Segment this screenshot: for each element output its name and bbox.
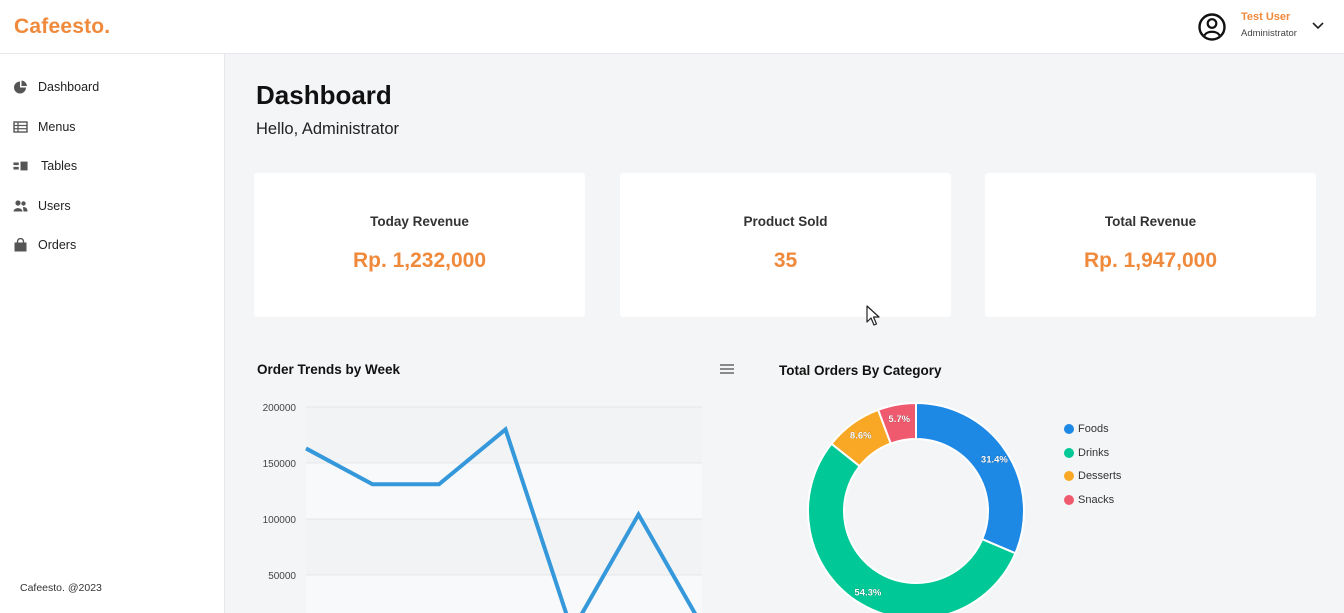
stat-card-total-revenue: Total Revenue Rp. 1,947,000	[985, 173, 1316, 317]
legend-label: Snacks	[1078, 493, 1115, 506]
user-role: Administrator	[1241, 28, 1297, 39]
orders-by-category-chart: 31.4% 54.3% 8.6% 5.7%	[807, 401, 1025, 613]
sidebar-item-label: Orders	[38, 238, 77, 252]
legend-label: Desserts	[1078, 470, 1122, 482]
stat-value: Rp. 1,947,000	[1083, 249, 1218, 272]
line-chart-title: Order Trends by Week	[257, 362, 401, 377]
stat-card-today-revenue: Today Revenue Rp. 1,232,000	[254, 173, 585, 317]
legend-marker	[1064, 494, 1074, 505]
stat-label: Today Revenue	[370, 214, 469, 229]
stat-value: 35	[773, 249, 798, 272]
page-title: Dashboard	[256, 80, 392, 110]
slice-data-label: 31.4%	[981, 455, 1008, 466]
sidebar-item-orders[interactable]: Orders	[0, 230, 225, 260]
sidebar-item-label: Tables	[41, 159, 78, 173]
sidebar-item-dashboard[interactable]: Dashboard	[0, 72, 225, 102]
donut-slice-drinks[interactable]	[807, 442, 1017, 613]
sidebar-item-menus[interactable]: Menus	[0, 112, 225, 142]
sidebar-item-label: Users	[38, 199, 71, 213]
grid-band	[306, 407, 702, 463]
users-icon	[13, 200, 28, 212]
grid-band	[306, 575, 702, 613]
legend-marker	[1064, 424, 1074, 434]
grid-band	[306, 463, 702, 519]
tables-icon	[13, 161, 28, 171]
order-trends-chart: 200000 150000 100000 50000	[263, 403, 702, 613]
brand-logo[interactable]: Cafeesto.	[14, 15, 111, 38]
slice-data-label: 8.6%	[850, 430, 872, 441]
mouse-cursor-icon	[866, 305, 880, 326]
legend-label: Foods	[1078, 423, 1109, 435]
slice-data-label: 54.3%	[854, 587, 881, 598]
shopping-bag-icon	[14, 238, 27, 252]
sidebar-item-tables[interactable]: Tables	[0, 151, 225, 181]
stat-label: Total Revenue	[1104, 214, 1197, 229]
legend-label: Drinks	[1078, 446, 1110, 459]
sidebar-item-label: Menus	[38, 120, 76, 134]
series-line	[305, 425, 698, 613]
sidebar-item-users[interactable]: Users	[0, 191, 225, 221]
user-name: Test User	[1241, 11, 1291, 23]
y-tick-label: 150000	[263, 459, 297, 470]
top-bar: Cafeesto. Test User Administrator	[0, 0, 1344, 54]
stat-value: Rp. 1,232,000	[352, 249, 487, 272]
table-list-icon	[13, 121, 28, 133]
grid-band	[306, 519, 702, 575]
y-tick-label: 200000	[263, 403, 297, 414]
sidebar: Dashboard Menus Tables Users	[0, 54, 225, 613]
chevron-down-icon[interactable]	[1311, 21, 1325, 31]
legend-marker	[1064, 471, 1074, 481]
user-circle-icon[interactable]	[1197, 12, 1227, 42]
greeting-text: Hello, Administrator	[256, 120, 400, 138]
pie-chart-icon	[14, 80, 27, 94]
stat-label: Product Sold	[743, 214, 828, 229]
legend-marker	[1064, 447, 1074, 458]
donut-slice-snacks[interactable]	[876, 401, 917, 445]
footer-copyright: Cafeesto. @2023	[20, 582, 102, 594]
sidebar-item-label: Dashboard	[38, 80, 100, 94]
slice-data-label: 5.7%	[888, 414, 910, 425]
y-tick-label: 50000	[268, 571, 296, 582]
stat-card-product-sold: Product Sold 35	[620, 173, 951, 317]
donut-chart-title: Total Orders By Category	[779, 363, 942, 378]
donut-slice-foods[interactable]	[915, 401, 1025, 555]
hamburger-menu-icon[interactable]	[719, 363, 735, 375]
y-tick-label: 100000	[263, 515, 297, 526]
